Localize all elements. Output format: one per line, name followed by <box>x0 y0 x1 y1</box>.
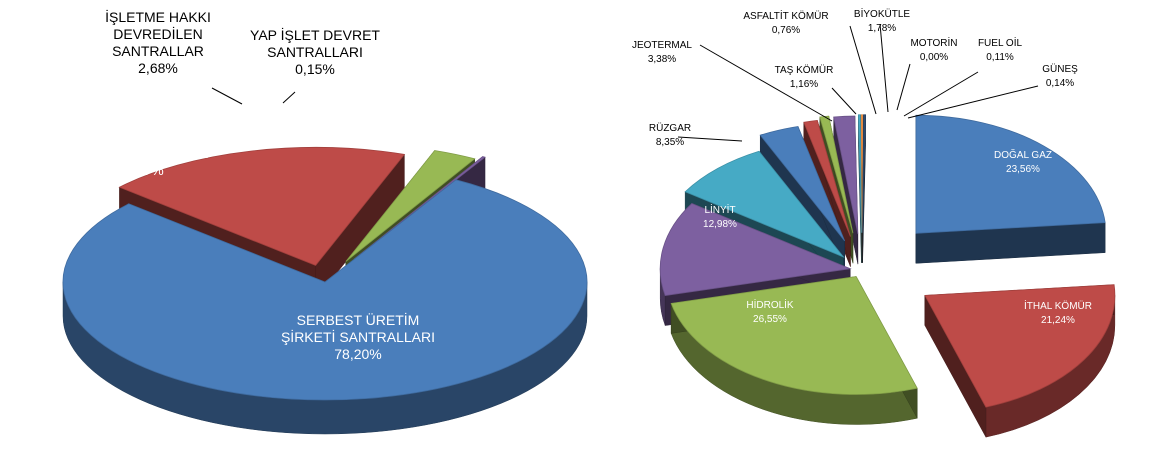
label-text: BİYOKÜTLE <box>854 7 910 20</box>
label-ruzgar: RÜZGAR 8,35% <box>649 122 691 148</box>
slice-serbest-uretim-sirketi-santrallari <box>62 179 588 435</box>
label-text: TAŞ KÖMÜR <box>775 64 834 76</box>
label-gunes: GÜNEŞ 0,14% <box>1042 63 1078 89</box>
leader-biyokutle <box>879 23 889 113</box>
percent-label: 0,00% <box>920 52 948 63</box>
label-tas-komur: TAŞ KÖMÜR 1,16% <box>775 64 834 90</box>
label-serbest-uretim-sirketi-santrallari: SERBEST ÜRETİM ŞİRKETİ SANTRALLARI 78,20% <box>281 311 435 362</box>
label-asfaltit-komur: ASFALTİT KÖMÜR 0,76% <box>743 9 828 36</box>
label-text: RÜZGAR <box>649 122 691 134</box>
slice-motorin <box>857 114 862 263</box>
percent-label: 0,76% <box>772 25 800 36</box>
percent-label: 78,20% <box>334 346 381 362</box>
percent-label: 23,56% <box>1006 164 1040 175</box>
slice-gunes <box>862 114 867 263</box>
leader-motorin <box>896 63 911 111</box>
chart-2: DOĞAL GAZ 23,56% İTHAL KÖMÜR 21,24% HİDROLİK… <box>632 7 1116 438</box>
label-text: SANTRALLARI <box>267 44 363 60</box>
label-text: DEVREDİLEN <box>113 25 202 42</box>
label-euas-santrallari: EÜAŞ SANTRALLARI 18,97% <box>71 144 209 178</box>
leader-ruzgar <box>677 136 743 142</box>
percent-label: 12,98% <box>703 219 737 230</box>
percent-label: 1,78% <box>868 23 896 34</box>
label-motorin: MOTORİN 0,00% <box>910 36 957 63</box>
leader-jeotermal <box>699 44 833 122</box>
percent-label: 8,35% <box>656 137 684 148</box>
percent-label: 18,97% <box>116 162 163 178</box>
label-biyokutle: BİYOKÜTLE 1,78% <box>854 7 910 34</box>
label-text: SANTRALLAR <box>112 43 204 59</box>
label-isletme-hakki-devredilen-santrallar: İŞLETME HAKKI DEVREDİLEN SANTRALLAR 2,68% <box>105 8 211 76</box>
leader-tas-komur <box>831 87 857 115</box>
label-jeotermal: JEOTERMAL 3,38% <box>632 40 692 65</box>
label-text: YAP İŞLET DEVRET <box>250 26 380 43</box>
chart-2-slices <box>659 114 1116 438</box>
leader-isletme-hakki-devredilen-santrallar <box>211 87 243 105</box>
label-text: ŞİRKETİ SANTRALLARI <box>281 328 435 345</box>
label-text: EÜAŞ SANTRALLARI <box>71 144 209 161</box>
label-text: DOĞAL GAZ <box>994 148 1052 161</box>
label-text: GÜNEŞ <box>1042 63 1078 75</box>
chart-2-labels: DOĞAL GAZ 23,56% İTHAL KÖMÜR 21,24% HİDROLİK… <box>632 7 1092 326</box>
label-fuel-oil: FUEL OİL 0,11% <box>978 36 1023 63</box>
leader-yap-islet-devret-santrallari <box>282 91 296 104</box>
chart-1-slices <box>62 147 588 435</box>
label-text: HİDROLİK <box>746 298 794 311</box>
chart-1: SERBEST ÜRETİM ŞİRKETİ SANTRALLARI 78,20% E… <box>62 8 588 435</box>
percent-label: 1,16% <box>790 79 818 90</box>
label-text: FUEL OİL <box>978 36 1023 49</box>
percent-label: 2,68% <box>138 60 178 76</box>
label-text: MOTORİN <box>910 36 957 49</box>
slice-dogal-gaz <box>915 114 1106 264</box>
chart-2-leader-lines <box>677 23 1039 142</box>
percent-label: 21,24% <box>1041 315 1075 326</box>
label-hidrolik: HİDROLİK 26,55% <box>746 298 794 325</box>
leader-asfaltit-komur <box>849 25 877 115</box>
percent-label: 26,55% <box>753 314 787 325</box>
label-text: İTHAL KÖMÜR <box>1024 299 1092 312</box>
percent-label: 3,38% <box>648 54 676 65</box>
label-text: LİNYİT <box>704 203 735 216</box>
label-text: İŞLETME HAKKI <box>105 8 211 25</box>
slice-hidrolik <box>670 276 918 425</box>
slice-ithal-komur <box>924 284 1116 438</box>
label-text: SERBEST ÜRETİM <box>297 311 420 328</box>
chart-1-leader-lines <box>211 87 296 105</box>
label-linyit: LİNYİT 12,98% <box>703 203 737 230</box>
label-yap-islet-devret-santrallari: YAP İŞLET DEVRET SANTRALLARI 0,15% <box>250 26 380 77</box>
leader-fuel-oil <box>903 71 979 117</box>
percent-label: 0,15% <box>295 61 335 77</box>
label-ithal-komur: İTHAL KÖMÜR 21,24% <box>1024 299 1092 326</box>
percent-label: 0,11% <box>986 52 1014 63</box>
percent-label: 0,14% <box>1046 78 1074 89</box>
label-text: JEOTERMAL <box>632 40 692 51</box>
chart-1-labels: SERBEST ÜRETİM ŞİRKETİ SANTRALLARI 78,20% E… <box>71 8 435 362</box>
label-dogal-gaz: DOĞAL GAZ 23,56% <box>994 148 1052 175</box>
label-text: ASFALTİT KÖMÜR <box>743 9 828 22</box>
leader-gunes <box>907 85 1039 119</box>
